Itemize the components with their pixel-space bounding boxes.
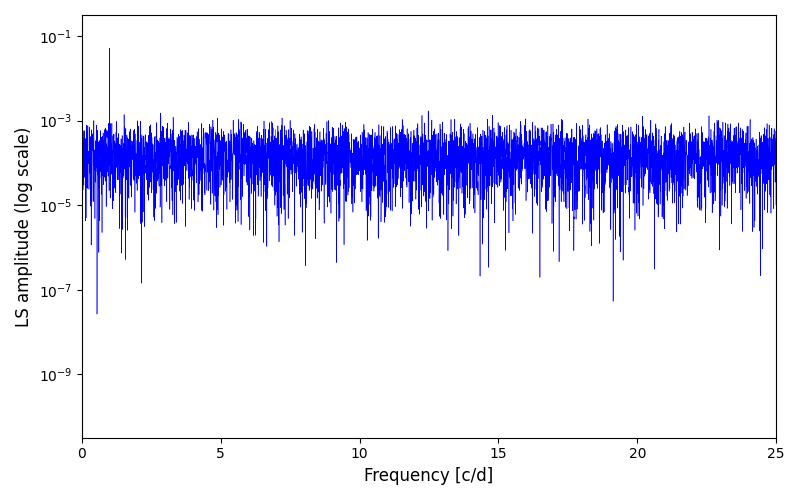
Y-axis label: LS amplitude (log scale): LS amplitude (log scale) [15, 126, 33, 326]
X-axis label: Frequency [c/d]: Frequency [c/d] [364, 467, 494, 485]
